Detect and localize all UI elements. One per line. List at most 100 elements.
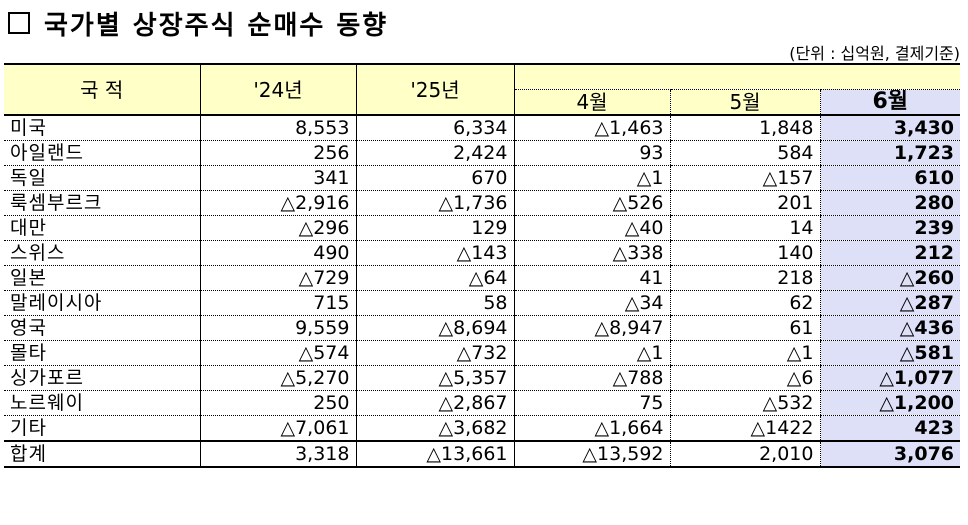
cell-april: △13,592 — [513, 440, 670, 468]
country-name: 일본 — [4, 265, 200, 291]
cell-june: 3,076 — [819, 440, 961, 468]
cell-may: 2,010 — [669, 440, 820, 468]
header-april: 4월 — [513, 89, 670, 115]
cell-april: △34 — [513, 290, 670, 316]
cell-2024: △2,916 — [199, 190, 356, 216]
country-name: 독일 — [4, 165, 200, 191]
header-2024: '24년 — [199, 64, 356, 115]
country-name: 노르웨이 — [4, 390, 200, 416]
cell-2024: 3,318 — [199, 440, 356, 468]
country-name: 룩셈부르크 — [4, 190, 200, 216]
cell-may: 201 — [669, 190, 820, 216]
table-row: 말레이시아 715 58 △34 62 △287 — [4, 290, 961, 316]
cell-june: 1,723 — [819, 140, 961, 166]
cell-april: △8,947 — [513, 315, 670, 341]
cell-2025: △13,661 — [355, 440, 514, 468]
country-name: 미국 — [4, 115, 200, 141]
table-row: 노르웨이 250 △2,867 75 △532 △1,200 — [4, 390, 961, 416]
cell-2025: △5,357 — [355, 365, 514, 391]
header-june: 6월 — [819, 89, 961, 115]
table-row: 스위스 490 △143 △338 140 212 — [4, 240, 961, 266]
cell-2025: 6,334 — [355, 115, 514, 141]
cell-april: △40 — [513, 215, 670, 241]
country-name: 싱가포르 — [4, 365, 200, 391]
cell-2025: 58 — [355, 290, 514, 316]
cell-june: △581 — [819, 340, 961, 366]
cell-april: △526 — [513, 190, 670, 216]
cell-april: △1 — [513, 340, 670, 366]
table-body: 미국 8,553 6,334 △1,463 1,848 3,430 아일랜드 256 2,424… — [4, 115, 961, 468]
header-may: 5월 — [669, 89, 820, 115]
country-name: 합계 — [4, 440, 200, 468]
cell-may: 584 — [669, 140, 820, 166]
header-row: 국 적 '24년 '25년 — [4, 64, 961, 115]
country-name: 아일랜드 — [4, 140, 200, 166]
title-square-icon — [8, 12, 30, 34]
table-row: 몰타 △574 △732 △1 △1 △581 — [4, 340, 961, 366]
country-name: 말레이시아 — [4, 290, 200, 316]
header-month-row: 4월 5월 6월 — [4, 89, 961, 115]
cell-may: 218 — [669, 265, 820, 291]
table-row: 독일 341 670 △1 △157 610 — [4, 165, 961, 191]
table-row: 대만 △296 129 △40 14 239 — [4, 215, 961, 241]
cell-may: 140 — [669, 240, 820, 266]
cell-may: △157 — [669, 165, 820, 191]
cell-2024: △574 — [199, 340, 356, 366]
table-row: 싱가포르 △5,270 △5,357 △788 △6 △1,077 — [4, 365, 961, 391]
header-country: 국 적 — [4, 64, 200, 115]
cell-2025: △3,682 — [355, 415, 514, 442]
cell-june: △1,200 — [819, 390, 961, 416]
country-name: 몰타 — [4, 340, 200, 366]
cell-2024: 490 — [199, 240, 356, 266]
cell-2024: △5,270 — [199, 365, 356, 391]
page-title: 국가별 상장주식 순매수 동향 — [44, 10, 389, 41]
cell-2025: △2,867 — [355, 390, 514, 416]
cell-may: △6 — [669, 365, 820, 391]
total-row: 합계 3,318 △13,661 △13,592 2,010 3,076 — [4, 440, 961, 468]
cell-2024: △729 — [199, 265, 356, 291]
cell-june: 610 — [819, 165, 961, 191]
country-name: 영국 — [4, 315, 200, 341]
cell-june: 239 — [819, 215, 961, 241]
net-purchase-table: 국 적 '24년 '25년 4월 5월 6월 미국 8,553 6,334 △1,46… — [4, 63, 961, 468]
cell-2024: 9,559 — [199, 315, 356, 341]
cell-2024: 250 — [199, 390, 356, 416]
table-row: 영국 9,559 △8,694 △8,947 61 △436 — [4, 315, 961, 341]
table-row: 룩셈부르크 △2,916 △1,736 △526 201 280 — [4, 190, 961, 216]
cell-april: 93 — [513, 140, 670, 166]
cell-may: 14 — [669, 215, 820, 241]
cell-may: 1,848 — [669, 115, 820, 141]
title-bar: 국가별 상장주식 순매수 동향 — [8, 6, 389, 41]
cell-2025: △8,694 — [355, 315, 514, 341]
cell-2025: △1,736 — [355, 190, 514, 216]
cell-2024: △296 — [199, 215, 356, 241]
cell-2025: 670 — [355, 165, 514, 191]
cell-june: △436 — [819, 315, 961, 341]
cell-may: △532 — [669, 390, 820, 416]
header-month-group — [513, 64, 961, 90]
cell-april: 75 — [513, 390, 670, 416]
cell-april: △1 — [513, 165, 670, 191]
cell-april: △338 — [513, 240, 670, 266]
cell-2025: △64 — [355, 265, 514, 291]
cell-2025: 2,424 — [355, 140, 514, 166]
country-name: 기타 — [4, 415, 200, 442]
cell-june: 3,430 — [819, 115, 961, 141]
table-row: 아일랜드 256 2,424 93 584 1,723 — [4, 140, 961, 166]
cell-may: △1 — [669, 340, 820, 366]
cell-april: 41 — [513, 265, 670, 291]
cell-2024: 715 — [199, 290, 356, 316]
cell-may: 62 — [669, 290, 820, 316]
cell-2025: 129 — [355, 215, 514, 241]
cell-june: △1,077 — [819, 365, 961, 391]
cell-june: 423 — [819, 415, 961, 442]
cell-may: △1422 — [669, 415, 820, 442]
cell-april: △788 — [513, 365, 670, 391]
cell-may: 61 — [669, 315, 820, 341]
cell-june: 280 — [819, 190, 961, 216]
cell-april: △1,664 — [513, 415, 670, 442]
header-2025: '25년 — [355, 64, 514, 115]
cell-2025: △143 — [355, 240, 514, 266]
country-name: 스위스 — [4, 240, 200, 266]
table-row: 일본 △729 △64 41 218 △260 — [4, 265, 961, 291]
